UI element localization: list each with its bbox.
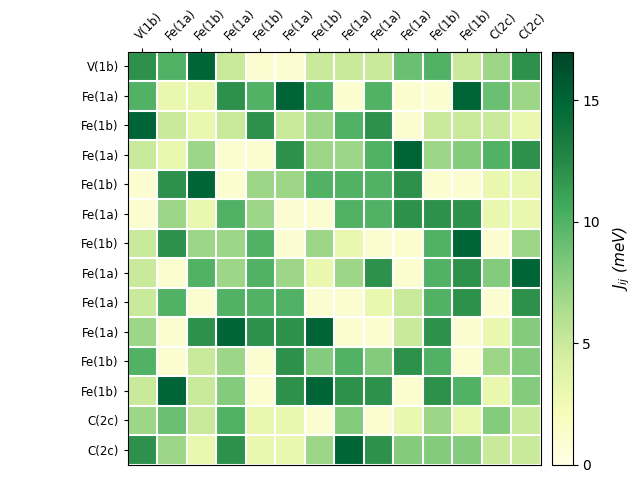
Y-axis label: $J_{ij}$ (meV): $J_{ij}$ (meV)	[611, 226, 632, 291]
